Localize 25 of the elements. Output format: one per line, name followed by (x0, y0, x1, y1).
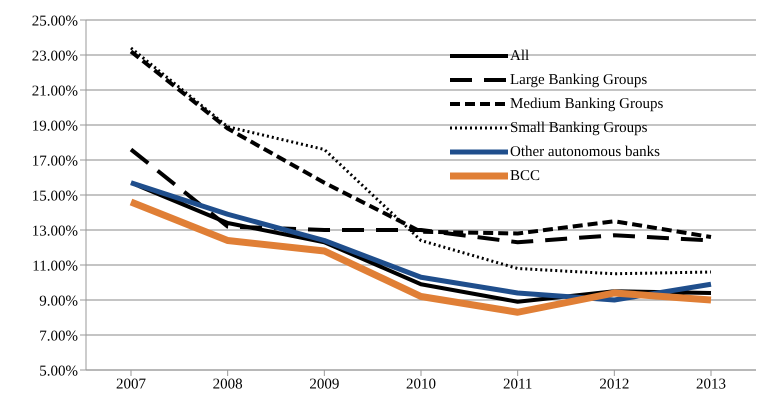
x-tick-label: 2007 (116, 376, 146, 393)
legend-label: BCC (510, 167, 540, 186)
x-tick-label: 2013 (696, 376, 726, 393)
y-tick-label: 15.00% (32, 188, 78, 204)
y-tick-label: 11.00% (32, 258, 78, 274)
legend-label: Other autonomous banks (510, 143, 660, 162)
y-tick-label: 7.00% (39, 328, 78, 344)
line-series (130, 46, 712, 276)
x-tick-label: 2009 (309, 376, 340, 393)
legend-label: All (510, 47, 530, 66)
y-tick-label: 19.00% (32, 118, 78, 134)
legend-label: Medium Banking Groups (510, 95, 664, 114)
y-tick-label: 21.00% (32, 83, 78, 100)
y-tick-label: 23.00% (32, 48, 78, 64)
x-tick-label: 2010 (406, 376, 436, 393)
legend-label: Small Banking Groups (510, 119, 648, 138)
y-tick-label: 5.00% (39, 363, 78, 380)
x-tick-label: 2011 (502, 376, 532, 393)
y-tick-label: 25.00% (32, 13, 78, 30)
y-tick-label: 17.00% (32, 153, 78, 170)
x-tick-label: 2012 (599, 376, 630, 393)
y-tick-label: 9.00% (39, 293, 78, 310)
y-tick-label: 13.00% (32, 223, 78, 240)
x-tick-label: 2008 (212, 376, 243, 393)
legend-label: Large Banking Groups (510, 71, 648, 90)
